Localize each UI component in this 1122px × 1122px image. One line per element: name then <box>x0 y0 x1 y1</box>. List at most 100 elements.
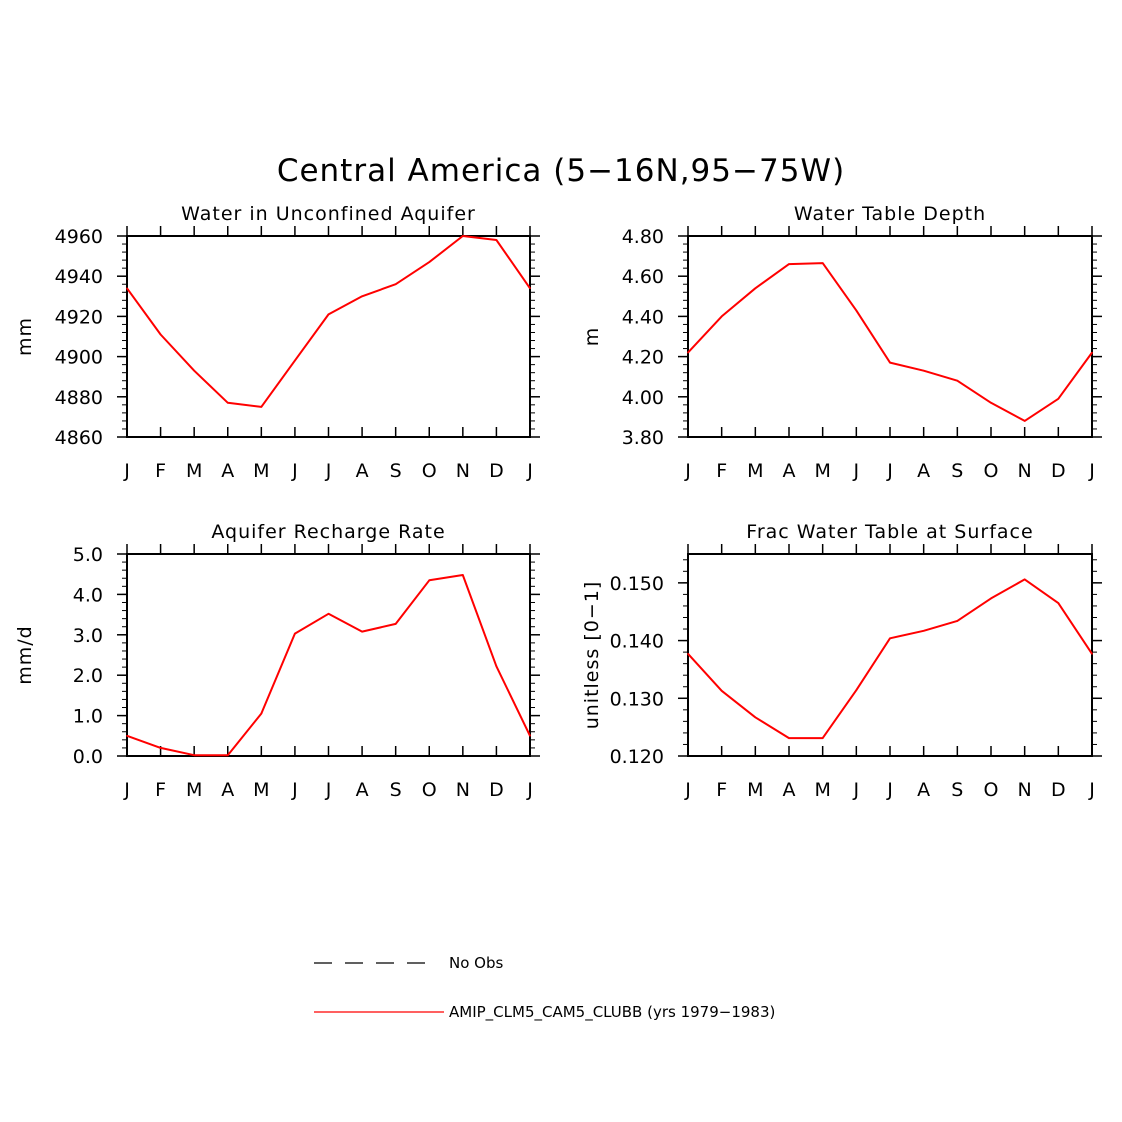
data-point <box>1023 420 1026 422</box>
data-point <box>327 313 330 316</box>
x-tick-label: N <box>1018 460 1032 482</box>
series-line <box>687 578 1093 740</box>
data-point <box>956 620 959 622</box>
data-point <box>226 402 229 404</box>
data-point <box>193 369 195 372</box>
x-tick-label: O <box>422 779 437 801</box>
data-point <box>922 369 925 372</box>
data-point <box>126 287 128 290</box>
x-tick-label: J <box>325 460 332 482</box>
data-point <box>193 754 195 756</box>
x-tick-label: J <box>291 460 298 482</box>
x-tick-label: O <box>422 460 437 482</box>
data-point <box>495 239 498 241</box>
x-tick-label: J <box>1088 779 1095 801</box>
x-tick-label: S <box>390 779 402 801</box>
x-tick-label: A <box>917 460 930 482</box>
y-tick-label: 4.60 <box>622 266 664 288</box>
x-tick-label: M <box>186 460 202 482</box>
x-tick-label: J <box>325 779 332 801</box>
plot-frame <box>126 235 531 438</box>
data-point <box>788 263 790 265</box>
x-tick-label: J <box>123 460 130 482</box>
x-tick-label: A <box>783 460 796 482</box>
legend-label-no-obs: No Obs <box>449 954 503 972</box>
x-tick-label: J <box>853 460 860 482</box>
x-tick-label: D <box>1051 460 1066 482</box>
y-tick-label: 0.150 <box>610 573 664 595</box>
x-tick-label: A <box>356 460 369 482</box>
x-tick-label: J <box>526 779 533 801</box>
data-point <box>529 287 531 290</box>
x-tick-label: S <box>951 460 963 482</box>
y-tick-label: 4.80 <box>622 226 664 248</box>
x-tick-label: A <box>783 779 796 801</box>
data-point <box>855 309 858 312</box>
plot-frame <box>126 553 531 757</box>
x-tick-label: D <box>489 460 504 482</box>
data-point <box>889 637 891 640</box>
data-point <box>462 574 464 576</box>
x-tick-label: J <box>886 779 893 801</box>
data-point <box>159 747 162 749</box>
x-tick-label: F <box>155 779 166 801</box>
y-axis-label: mm <box>14 317 36 356</box>
y-tick-label: 0.120 <box>610 746 664 768</box>
y-tick-label: 0.130 <box>610 688 664 710</box>
y-tick-label: 4900 <box>55 347 103 369</box>
x-tick-label: A <box>221 779 234 801</box>
panel-title: Frac Water Table at Surface <box>746 521 1033 543</box>
data-point <box>361 295 363 298</box>
y-tick-label: 4.20 <box>622 347 664 369</box>
x-tick-label: F <box>716 779 727 801</box>
x-tick-label: O <box>984 460 999 482</box>
y-tick-label: 4860 <box>55 427 103 449</box>
data-point <box>990 597 992 600</box>
x-tick-label: A <box>356 779 369 801</box>
data-point <box>260 712 263 715</box>
x-tick-label: M <box>186 779 202 801</box>
y-tick-label: 0.0 <box>73 746 103 768</box>
data-point <box>1091 653 1093 655</box>
data-point <box>687 653 689 655</box>
x-tick-label: F <box>155 460 166 482</box>
data-point <box>462 235 464 237</box>
x-tick-label: N <box>1018 779 1032 801</box>
y-tick-label: 5.0 <box>73 544 103 566</box>
x-tick-label: J <box>291 779 298 801</box>
y-axis-label: unitless [0−1] <box>581 581 603 730</box>
data-point <box>428 579 431 582</box>
y-tick-label: 4.40 <box>622 306 664 328</box>
series-line <box>687 262 1093 422</box>
data-point <box>495 665 498 668</box>
x-tick-label: M <box>814 460 830 482</box>
x-tick-label: N <box>456 779 470 801</box>
plot-frame <box>687 235 1093 438</box>
x-tick-label: J <box>684 779 691 801</box>
data-point <box>922 629 925 632</box>
data-point <box>159 333 162 336</box>
data-point <box>428 261 431 263</box>
data-point <box>260 406 263 408</box>
x-tick-label: J <box>1088 460 1095 482</box>
data-point <box>126 735 128 737</box>
data-point <box>754 716 757 719</box>
y-tick-label: 0.140 <box>610 631 664 653</box>
y-tick-label: 2.0 <box>73 665 103 687</box>
y-tick-label: 4960 <box>55 226 103 248</box>
x-tick-label: D <box>1051 779 1066 801</box>
x-tick-label: J <box>684 460 691 482</box>
y-tick-label: 4920 <box>55 306 103 328</box>
data-point <box>687 351 689 354</box>
data-point <box>720 689 723 692</box>
data-point <box>788 737 790 739</box>
data-point <box>1057 602 1060 604</box>
y-tick-label: 4880 <box>55 387 103 409</box>
x-tick-label: M <box>253 460 269 482</box>
data-point <box>889 361 891 364</box>
x-tick-label: S <box>390 460 402 482</box>
